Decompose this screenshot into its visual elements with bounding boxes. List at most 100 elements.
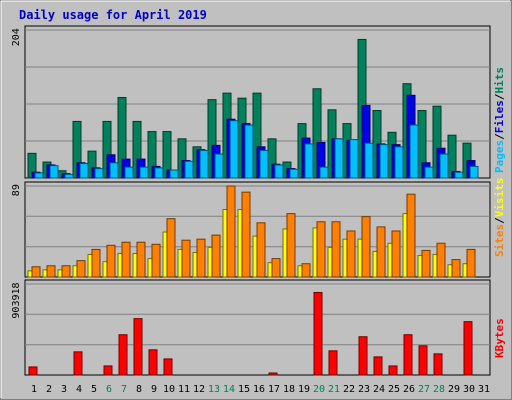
axis-label-part-1: / bbox=[493, 217, 506, 224]
bar-pages-day-11 bbox=[184, 160, 194, 179]
bar-kbytes-day-17 bbox=[268, 372, 278, 376]
bar-pages-day-15 bbox=[244, 124, 254, 179]
bar-sites-day-13 bbox=[211, 234, 221, 278]
bar-kbytes-day-8 bbox=[133, 318, 143, 376]
x-tick-label-20: 20 bbox=[313, 384, 325, 395]
chart-panels: 204Pages/Files/Hits89Sites/Visits903918K… bbox=[11, 25, 506, 376]
x-tick-label-3: 3 bbox=[61, 384, 67, 395]
axis-label-part-0: Sites bbox=[493, 224, 506, 257]
bar-sites-day-22 bbox=[346, 230, 356, 278]
axis-label-part-4: Hits bbox=[493, 67, 506, 94]
bar-pages-day-1 bbox=[34, 172, 44, 179]
x-axis-tick-labels: 1 2 3 4 5 6 7 8 9 10 11 12 13 14 15 16 17 18 19 20 21 22 23 24 2… bbox=[31, 384, 490, 395]
bar-pages-day-30 bbox=[469, 165, 479, 179]
axis-label-part-0: KBytes bbox=[493, 318, 506, 358]
x-tick-label-10: 10 bbox=[163, 384, 175, 395]
bar-sites-day-8 bbox=[136, 241, 146, 278]
bar-pages-day-27 bbox=[424, 166, 434, 179]
bar-sites-day-12 bbox=[196, 238, 206, 278]
bar-pages-day-28 bbox=[439, 153, 449, 179]
bar-sites-day-11 bbox=[181, 239, 191, 278]
x-tick-label-29: 29 bbox=[448, 384, 460, 395]
bar-kbytes-day-25 bbox=[388, 365, 398, 376]
x-tick-label-19: 19 bbox=[298, 384, 310, 395]
bar-sites-day-24 bbox=[376, 226, 386, 278]
bar-sites-day-23 bbox=[361, 216, 371, 278]
bar-pages-day-9 bbox=[154, 167, 164, 179]
bar-kbytes-day-27 bbox=[418, 345, 428, 376]
bar-sites-day-1 bbox=[31, 266, 41, 278]
bar-sites-day-20 bbox=[316, 221, 326, 278]
bar-pages-day-3 bbox=[64, 173, 74, 179]
bar-pages-day-4 bbox=[79, 162, 89, 179]
x-tick-label-9: 9 bbox=[151, 384, 157, 395]
bar-pages-day-7 bbox=[124, 166, 134, 179]
bar-sites-day-7 bbox=[121, 241, 131, 278]
x-tick-label-1: 1 bbox=[31, 384, 37, 395]
bar-pages-day-8 bbox=[139, 166, 149, 179]
x-tick-label-11: 11 bbox=[178, 384, 190, 395]
bar-sites-day-16 bbox=[256, 222, 266, 278]
x-tick-label-22: 22 bbox=[343, 384, 355, 395]
bar-kbytes-day-20 bbox=[313, 291, 323, 376]
x-tick-label-23: 23 bbox=[358, 384, 370, 395]
bar-pages-day-16 bbox=[259, 149, 269, 179]
bar-pages-day-2 bbox=[49, 165, 59, 179]
bar-pages-day-25 bbox=[394, 146, 404, 179]
y-max-label: 204 bbox=[11, 28, 22, 46]
bar-sites-day-9 bbox=[151, 243, 161, 278]
series-axis-label: KBytes bbox=[493, 318, 506, 358]
x-tick-label-25: 25 bbox=[388, 384, 400, 395]
bar-sites-day-26 bbox=[406, 193, 416, 278]
bar-sites-day-19 bbox=[301, 263, 311, 278]
bar-pages-day-14 bbox=[229, 120, 239, 179]
bar-sites-day-21 bbox=[331, 221, 341, 278]
bar-sites-day-25 bbox=[391, 230, 401, 278]
bar-kbytes-day-24 bbox=[373, 356, 383, 376]
y-max-label: 89 bbox=[11, 184, 22, 196]
x-tick-label-21: 21 bbox=[328, 384, 340, 395]
bar-sites-day-14 bbox=[226, 185, 236, 278]
x-tick-label-17: 17 bbox=[268, 384, 280, 395]
chart-title: Daily usage for April 2019 bbox=[19, 8, 207, 22]
x-tick-label-13: 13 bbox=[208, 384, 220, 395]
x-tick-label-15: 15 bbox=[238, 384, 250, 395]
x-tick-label-27: 27 bbox=[418, 384, 430, 395]
bar-kbytes-day-26 bbox=[403, 334, 413, 376]
axis-label-part-3: / bbox=[493, 93, 506, 100]
axis-label-part-1: / bbox=[493, 133, 506, 140]
bar-pages-day-21 bbox=[334, 138, 344, 179]
x-tick-label-7: 7 bbox=[121, 384, 127, 395]
bar-kbytes-day-23 bbox=[358, 336, 368, 376]
x-tick-label-30: 30 bbox=[463, 384, 475, 395]
bar-kbytes-day-1 bbox=[28, 366, 38, 376]
bar-kbytes-day-4 bbox=[73, 351, 83, 376]
bar-sites-day-4 bbox=[76, 260, 86, 278]
bar-sites-day-17 bbox=[271, 258, 281, 278]
bar-pages-day-26 bbox=[409, 124, 419, 179]
x-tick-label-6: 6 bbox=[106, 384, 112, 395]
bar-pages-day-29 bbox=[454, 171, 464, 179]
bar-sites-day-3 bbox=[61, 265, 71, 278]
x-tick-label-26: 26 bbox=[403, 384, 415, 395]
x-tick-label-16: 16 bbox=[253, 384, 265, 395]
bar-kbytes-day-7 bbox=[118, 334, 128, 376]
x-tick-label-4: 4 bbox=[76, 384, 82, 395]
bar-pages-day-19 bbox=[304, 143, 314, 179]
bar-sites-day-27 bbox=[421, 249, 431, 278]
y-max-label: 903918 bbox=[11, 282, 22, 318]
bar-pages-day-6 bbox=[109, 162, 119, 179]
axis-label-part-2: Files bbox=[493, 100, 506, 133]
bar-kbytes-day-28 bbox=[433, 353, 443, 376]
x-tick-label-12: 12 bbox=[193, 384, 205, 395]
bar-pages-day-22 bbox=[349, 139, 359, 179]
x-tick-label-5: 5 bbox=[91, 384, 97, 395]
x-tick-label-8: 8 bbox=[136, 384, 142, 395]
bar-pages-day-12 bbox=[199, 149, 209, 179]
x-tick-label-28: 28 bbox=[433, 384, 445, 395]
bar-kbytes-day-6 bbox=[103, 365, 113, 376]
bar-sites-day-10 bbox=[166, 218, 176, 278]
bar-pages-day-17 bbox=[274, 164, 284, 179]
bar-sites-day-6 bbox=[106, 244, 116, 278]
